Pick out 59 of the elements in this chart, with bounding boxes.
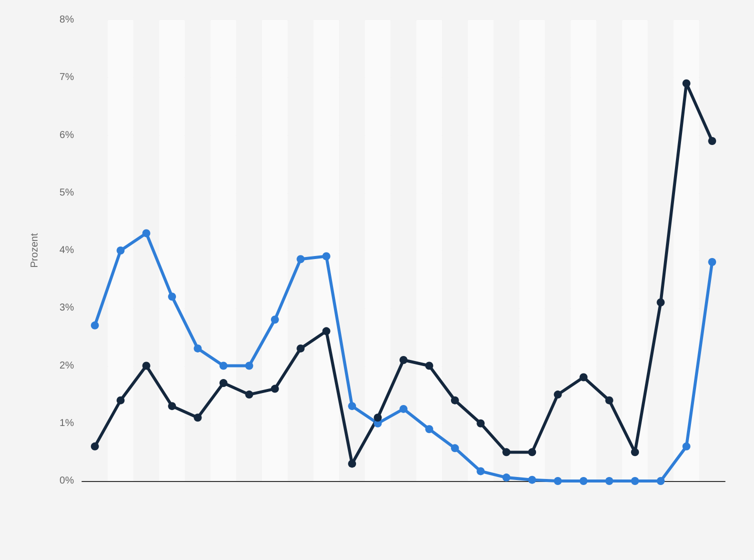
point <box>630 477 639 485</box>
point <box>425 362 434 370</box>
y-tick-label: 6% <box>60 130 74 141</box>
point <box>142 229 150 238</box>
y-axis-title: Prozent <box>30 233 40 268</box>
point <box>580 373 588 382</box>
point <box>116 246 125 254</box>
point <box>502 474 510 482</box>
point <box>296 255 305 264</box>
point <box>554 477 562 485</box>
point <box>168 292 176 301</box>
point <box>450 396 459 404</box>
point <box>425 425 434 434</box>
point <box>528 448 536 456</box>
point <box>348 460 356 468</box>
point <box>245 390 254 399</box>
point <box>296 344 305 352</box>
point <box>682 79 690 88</box>
y-tick-label: 7% <box>60 72 74 84</box>
y-tick-label: 1% <box>60 418 74 429</box>
point <box>580 477 588 485</box>
point <box>219 379 228 388</box>
point <box>90 321 99 330</box>
point <box>605 477 614 485</box>
point <box>194 344 202 352</box>
point <box>90 442 99 450</box>
point <box>270 384 279 393</box>
point <box>528 476 536 484</box>
point <box>322 252 330 260</box>
point <box>708 137 716 146</box>
point <box>400 404 408 413</box>
y-tick-label: 8% <box>60 14 74 26</box>
point <box>605 396 614 404</box>
point <box>322 327 330 336</box>
point <box>116 396 125 404</box>
point <box>194 414 202 422</box>
point <box>245 362 254 370</box>
point <box>476 467 485 476</box>
point <box>502 448 510 456</box>
point <box>142 362 150 370</box>
point <box>656 477 665 485</box>
point <box>374 414 382 422</box>
point <box>168 402 176 410</box>
point <box>400 356 408 364</box>
point <box>270 316 279 324</box>
point <box>554 390 562 399</box>
y-tick-label: 0% <box>60 476 74 486</box>
point <box>450 444 459 452</box>
y-tick-label: 2% <box>60 360 74 372</box>
point <box>656 298 665 306</box>
point <box>630 448 639 456</box>
point <box>708 258 716 266</box>
point <box>348 402 356 410</box>
y-tick-label: 4% <box>60 245 74 256</box>
point <box>682 442 690 450</box>
point <box>219 362 228 370</box>
point <box>476 419 485 428</box>
y-tick-label: 3% <box>60 302 74 314</box>
y-tick-label: 5% <box>60 187 74 198</box>
